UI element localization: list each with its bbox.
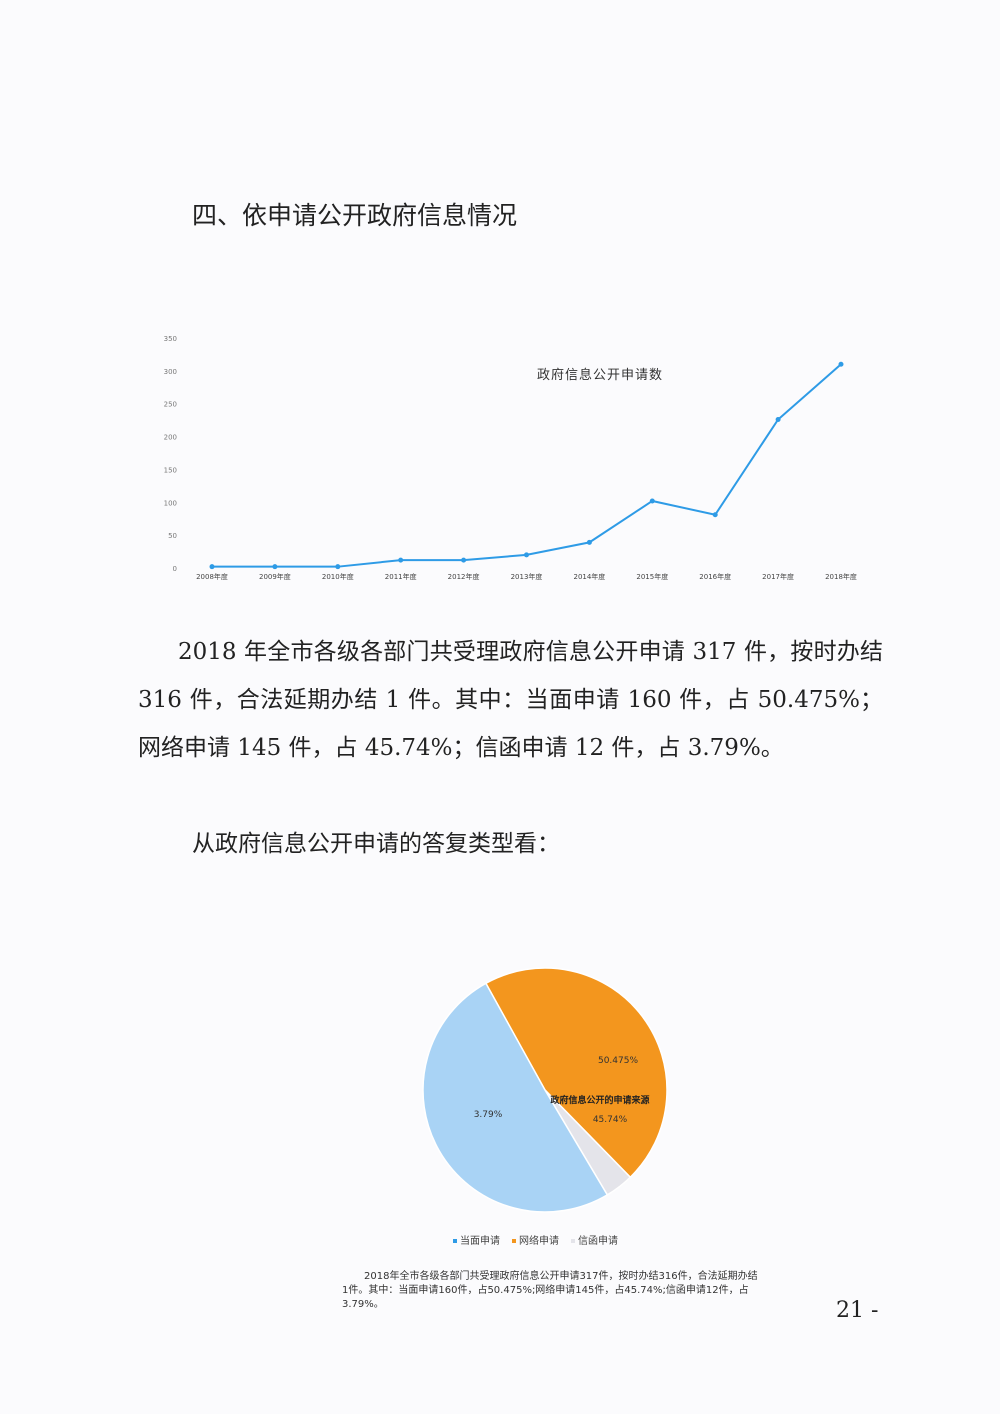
pie-slice [484,967,668,1179]
data-point [335,564,341,570]
slice-label: 3.79% [474,1110,503,1120]
x-tick-label: 2010年度 [322,572,354,581]
data-point [398,557,404,563]
y-tick-label: 150 [164,466,177,474]
page-number: 21 - [836,1298,879,1323]
pie-slice [422,982,609,1213]
data-point [272,564,278,570]
x-tick-label: 2018年度 [825,572,857,581]
y-tick-label: 350 [164,335,177,343]
slice-label: 45.74% [593,1115,628,1125]
data-point [775,416,781,422]
pie-chart: 50.475% 45.74% 3.79% 政府信息公开的申请来源 [422,967,668,1213]
y-tick-label: 200 [164,434,177,442]
data-point [524,552,529,558]
x-tick-label: 2011年度 [385,572,417,581]
x-tick-label: 2009年度 [259,572,291,581]
legend-item: 信函申请 [571,1232,618,1247]
y-tick-label: 300 [164,368,177,376]
x-tick-label: 2017年度 [762,572,794,581]
pie-title: 政府信息公开的申请来源 [550,1094,649,1106]
section-heading: 四、依申请公开政府信息情况 [192,201,518,230]
y-tick-label: 100 [164,499,177,507]
x-tick-label: 2008年度 [196,572,228,581]
x-tick-label: 2016年度 [699,572,731,581]
pie-caption: 2018年全市各级各部门共受理政府信息公开申请317件，按时办结316件，合法延… [342,1271,758,1310]
x-tick-label: 2014年度 [573,572,605,581]
data-point [712,512,718,518]
data-point [838,361,844,367]
slice-label: 50.475% [598,1056,638,1066]
x-tick-label: 2013年度 [511,572,543,581]
y-tick-label: 0 [173,565,177,573]
pie-legend: 当面申请 网络申请 信函申请 [453,1232,618,1247]
y-tick-label: 50 [168,532,177,540]
body-paragraph: 2018 年全市各级各部门共受理政府信息公开申请 317 件，按时办结 316 … [138,639,883,761]
body-paragraph-2: 从政府信息公开申请的答复类型看： [192,831,560,857]
data-point [461,557,467,563]
chart-title: 政府信息公开申请数 [537,367,663,383]
data-point [586,539,592,545]
y-tick-label: 250 [164,401,177,409]
x-tick-label: 2012年度 [448,572,480,581]
data-point [209,564,215,570]
legend-item: 当面申请 [453,1232,500,1247]
x-tick-label: 2015年度 [636,572,668,581]
data-point [649,498,655,504]
legend-item: 网络申请 [512,1232,559,1247]
line-chart: 0 50 100 150 200 250 300 350 2008年度 2009年度 2010年度 2… [164,335,857,581]
series-line [212,363,842,568]
